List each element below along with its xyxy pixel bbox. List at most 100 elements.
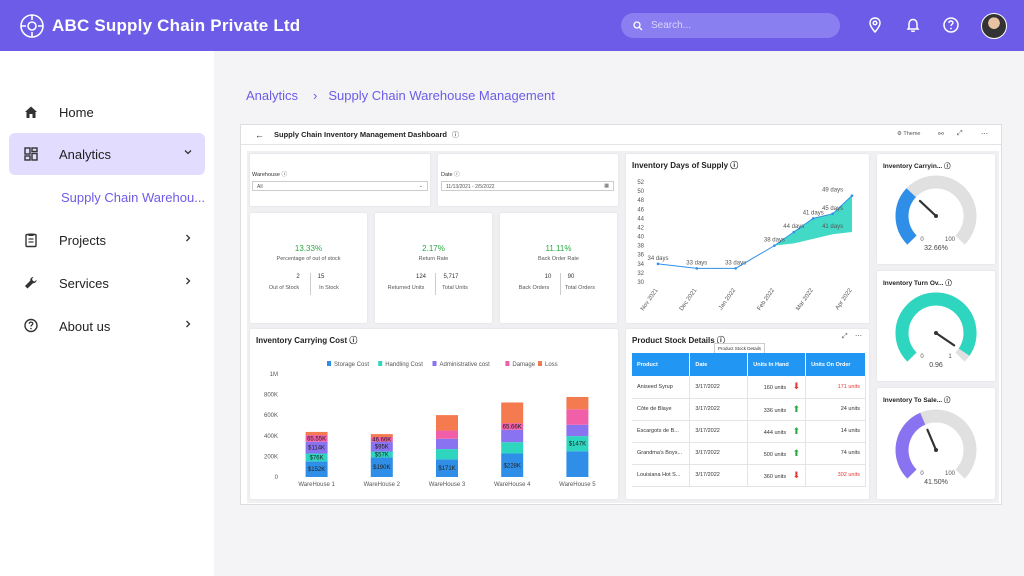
stock-table: Product Date Units In Hand Units On Orde… [632, 353, 866, 487]
sidebar-subitem-supply-chain[interactable]: Supply Chain Warehou... [61, 190, 206, 205]
table-row[interactable]: Grandma's Boys... 3/17/2022 500 units ⬆ 74 … [632, 442, 866, 465]
table-row[interactable]: Côte de Blaye 3/17/2022 336 units ⬆ 24 unit… [632, 398, 866, 421]
legend-swatch [538, 361, 542, 366]
back-arrow-icon[interactable]: ← [255, 129, 264, 140]
sidebar-item-analytics[interactable]: Analytics [9, 133, 205, 175]
bar-segment[interactable] [305, 435, 328, 442]
data-label: 33 days [686, 260, 707, 266]
x-tick-label: WareHouse 1 [298, 482, 335, 488]
date-label: Date ⓘ [441, 172, 460, 178]
bar-segment[interactable] [501, 402, 524, 424]
bar-segment[interactable] [436, 415, 458, 431]
bar-segment[interactable] [370, 457, 393, 477]
chevron-right-icon [186, 234, 191, 242]
bar-segment[interactable] [436, 449, 458, 460]
warehouse-select[interactable]: All ⌄ [252, 181, 428, 191]
legend-label[interactable]: Loss [545, 362, 558, 368]
sidebar-item-projects[interactable]: Projects [9, 219, 205, 261]
expand-icon[interactable]: ⤢ [957, 130, 963, 137]
search-box[interactable] [621, 13, 840, 38]
product-cell: Escargots de B... [632, 420, 691, 443]
date-cell: 3/17/2022 [689, 442, 749, 465]
theme-label: Theme [903, 131, 921, 137]
expand-icon[interactable]: ⤢ [842, 333, 848, 340]
table-row[interactable]: Escargots de B... 3/17/2022 444 units ⬆ 14 … [632, 420, 866, 443]
bar-segment[interactable] [305, 441, 328, 454]
more-icon[interactable]: ⋯ [981, 131, 988, 138]
bell-icon[interactable] [904, 16, 922, 34]
bar-segment[interactable] [566, 451, 589, 477]
bar-value-label: $147K [569, 442, 586, 448]
bar-segment[interactable] [566, 424, 589, 437]
data-point[interactable] [734, 267, 737, 270]
y-tick-label: 42 [637, 225, 644, 231]
sidebar-item-label: About us [59, 318, 111, 334]
bar-segment[interactable] [436, 438, 458, 450]
sidebar-item-label: Home [59, 104, 94, 120]
bar-segment[interactable] [566, 396, 589, 410]
legend-label[interactable]: Administrative cost [440, 362, 491, 368]
bar-value-label: 65.66K [503, 424, 522, 430]
sidebar-item-services[interactable]: Services [9, 262, 205, 304]
bar-segment[interactable] [370, 436, 393, 442]
x-tick-label: WareHouse 4 [494, 482, 531, 488]
legend-label[interactable]: Damage [512, 362, 535, 368]
bar-segment[interactable] [566, 436, 589, 452]
bar-segment[interactable] [436, 459, 458, 477]
x-tick-label: Apr 2022 [835, 287, 854, 311]
bar-segment[interactable] [436, 430, 458, 439]
column-header[interactable]: Units In Hand [747, 353, 807, 376]
bar-segment[interactable] [305, 431, 328, 436]
sidebar-item-about-us[interactable]: About us [9, 305, 205, 347]
kpi-percentage: 2.17% [422, 244, 445, 253]
info-icon[interactable]: ⓘ [451, 131, 459, 139]
column-header[interactable]: Date [689, 353, 749, 376]
theme-button[interactable]: ⚙ Theme [897, 131, 921, 137]
bar-segment[interactable] [501, 453, 524, 477]
gauge-chart: 0 10.96 [895, 292, 977, 369]
legend-label[interactable]: Handling Cost [385, 362, 423, 368]
bar-segment[interactable] [566, 409, 589, 425]
kpi-label-a: Out of Stock [268, 285, 300, 291]
bar-value-label: $190K [373, 465, 390, 471]
data-point[interactable] [773, 244, 776, 247]
sidebar-item-label: Analytics [59, 146, 112, 162]
data-point[interactable] [811, 217, 815, 220]
column-header[interactable]: Units On Order [805, 353, 866, 376]
x-tick-label: Dec 2021 [679, 287, 699, 312]
binoculars-icon[interactable]: ⚯ [938, 131, 944, 138]
legend-label[interactable]: Storage Cost [334, 362, 369, 368]
kpi-label-b: Total Orders [565, 285, 595, 291]
table-row[interactable]: Louisiana Hot S... 3/17/2022 360 units ⬇ 30… [632, 464, 866, 487]
user-avatar[interactable] [981, 13, 1007, 39]
bar-segment[interactable] [370, 451, 393, 458]
location-icon[interactable] [866, 16, 884, 34]
table-row[interactable]: Aniseed Syrup 3/17/2022 160 units ⬇ 171 uni… [632, 376, 866, 399]
help-icon[interactable] [942, 16, 960, 34]
column-header[interactable]: Product [632, 353, 691, 376]
bar-segment[interactable] [305, 461, 328, 477]
y-tick-label: 48 [637, 198, 644, 204]
bar-segment[interactable] [501, 442, 524, 454]
days-of-supply-title: Inventory Days of Supply ⓘ [632, 161, 739, 170]
sidebar-item-home[interactable]: Home [9, 91, 205, 133]
data-point[interactable] [656, 262, 660, 266]
bar-segment[interactable] [370, 441, 393, 452]
gauge-title: Inventory Turn Ov... ⓘ [883, 280, 952, 287]
more-icon[interactable]: ⋯ [855, 333, 862, 340]
bar-segment[interactable] [501, 429, 524, 443]
date-range-input[interactable]: 11/13/2021 - 2/5/2022 ▦ [441, 181, 614, 191]
y-tick-label: 30 [637, 280, 644, 286]
y-tick-label: 36 [637, 253, 644, 259]
data-point[interactable] [831, 212, 834, 216]
search-input[interactable] [651, 20, 821, 31]
bar-segment[interactable] [305, 453, 328, 462]
data-point[interactable] [695, 267, 699, 270]
data-point[interactable] [850, 194, 854, 197]
breadcrumb-root[interactable]: Analytics [246, 88, 299, 103]
data-point[interactable] [792, 230, 796, 234]
gauge-min-label: 0 [920, 471, 924, 477]
x-tick-label: WareHouse 5 [559, 482, 596, 488]
bar-segment[interactable] [501, 423, 524, 430]
bar-segment[interactable] [370, 434, 393, 437]
